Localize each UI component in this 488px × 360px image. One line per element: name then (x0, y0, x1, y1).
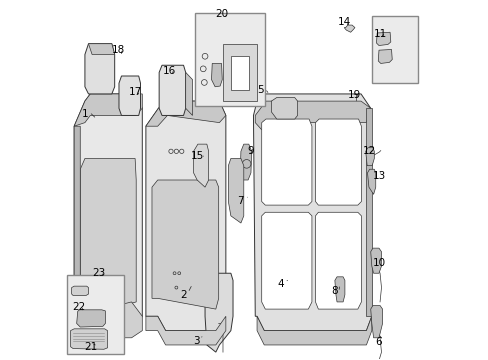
Polygon shape (145, 316, 225, 345)
Text: 6: 6 (375, 337, 382, 347)
Text: 7: 7 (237, 196, 244, 206)
Polygon shape (211, 63, 222, 87)
Text: 8: 8 (331, 286, 338, 296)
Polygon shape (74, 94, 142, 338)
Text: 13: 13 (371, 171, 385, 181)
Text: 1: 1 (81, 109, 88, 119)
Bar (67, 275, 124, 354)
Text: 5: 5 (257, 85, 264, 95)
Polygon shape (70, 329, 107, 349)
Text: 10: 10 (372, 258, 385, 268)
Polygon shape (193, 144, 208, 187)
Polygon shape (366, 108, 371, 316)
Polygon shape (74, 94, 142, 126)
Polygon shape (145, 101, 225, 330)
Polygon shape (185, 72, 192, 116)
Polygon shape (228, 158, 244, 223)
Polygon shape (152, 180, 218, 309)
Polygon shape (315, 212, 361, 309)
Polygon shape (240, 144, 251, 180)
Polygon shape (344, 25, 354, 32)
Bar (230, 55, 248, 90)
Text: 18: 18 (111, 45, 124, 55)
Text: 14: 14 (338, 17, 351, 27)
Polygon shape (315, 119, 361, 205)
Polygon shape (77, 310, 105, 327)
Text: 21: 21 (84, 342, 98, 352)
Bar (223, 44, 257, 101)
Polygon shape (376, 32, 390, 45)
Polygon shape (255, 101, 370, 130)
Text: 22: 22 (72, 302, 85, 312)
Polygon shape (88, 44, 115, 54)
Polygon shape (370, 248, 381, 273)
Polygon shape (74, 126, 80, 316)
Text: 12: 12 (362, 145, 375, 156)
Polygon shape (119, 76, 140, 116)
Polygon shape (85, 44, 115, 94)
Polygon shape (261, 212, 311, 309)
Text: 17: 17 (128, 87, 142, 97)
Polygon shape (261, 119, 311, 205)
Polygon shape (74, 302, 142, 338)
Text: 16: 16 (162, 66, 176, 76)
Text: 23: 23 (92, 268, 106, 278)
Polygon shape (334, 277, 344, 302)
Polygon shape (378, 49, 391, 63)
Polygon shape (365, 148, 373, 166)
Text: 19: 19 (347, 90, 360, 100)
Text: 2: 2 (180, 290, 186, 300)
Polygon shape (257, 316, 371, 345)
Polygon shape (145, 101, 225, 126)
Polygon shape (80, 158, 136, 316)
Polygon shape (72, 286, 88, 296)
Bar (195, 13, 264, 107)
Polygon shape (204, 273, 233, 352)
Text: 20: 20 (215, 9, 228, 19)
Text: 9: 9 (247, 145, 254, 156)
Text: 11: 11 (373, 29, 386, 39)
Polygon shape (253, 94, 371, 330)
Text: 4: 4 (277, 279, 283, 289)
Bar (371, 16, 417, 83)
Polygon shape (367, 169, 375, 194)
Text: 15: 15 (190, 150, 203, 161)
Polygon shape (159, 65, 185, 116)
Polygon shape (271, 98, 297, 119)
Text: 3: 3 (192, 336, 199, 346)
Polygon shape (370, 306, 382, 338)
